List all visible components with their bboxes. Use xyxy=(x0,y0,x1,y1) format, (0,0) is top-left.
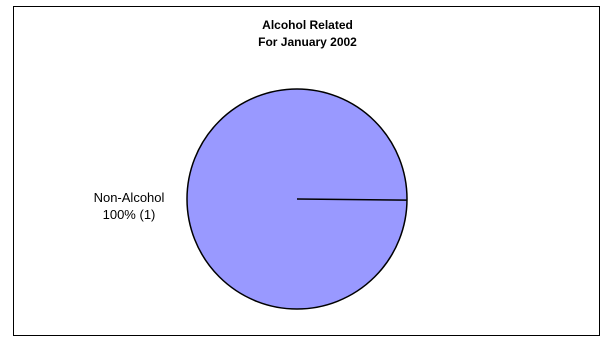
chart-area: Alcohol Related For January 2002 Non-Alc… xyxy=(13,6,600,336)
chart-title-line-1: Alcohol Related xyxy=(262,18,353,32)
pie-chart xyxy=(186,88,408,310)
slice-label-name: Non-Alcohol xyxy=(93,190,165,205)
pie-slice-boundary xyxy=(296,198,408,201)
slice-label-percent: 100% xyxy=(102,207,136,222)
slice-label-count: (1) xyxy=(139,207,156,222)
slice-label-non-alcohol: Non-Alcohol 100% (1) xyxy=(74,189,184,223)
chart-title-line-2: For January 2002 xyxy=(258,35,357,49)
chart-title: Alcohol Related For January 2002 xyxy=(14,17,601,51)
slice-label-value: 100% (1) xyxy=(74,206,184,223)
